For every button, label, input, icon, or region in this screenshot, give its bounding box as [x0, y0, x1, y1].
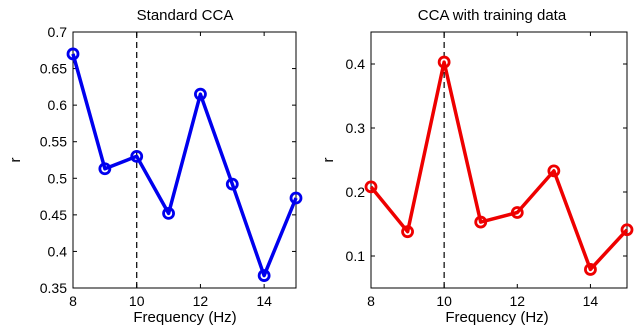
y-tick-label: 0.45: [40, 207, 67, 223]
y-axis-label: r: [7, 158, 24, 163]
y-tick-label: 0.4: [48, 243, 68, 259]
plot-area-frame: [72, 31, 297, 289]
data-point-marker: [225, 177, 239, 191]
data-point-marker: [130, 149, 144, 163]
data-point-marker: [194, 87, 207, 101]
x-tick-label: 14: [583, 293, 599, 309]
x-tick-label: 12: [193, 293, 209, 309]
data-point-marker: [510, 206, 524, 219]
y-axis-label: r: [320, 158, 337, 163]
data-point-marker: [437, 55, 451, 69]
y-tick-label: 0.55: [40, 134, 67, 150]
series-group: [66, 47, 303, 282]
data-point-marker: [162, 206, 175, 220]
data-point-marker: [474, 215, 488, 229]
x-axis-label: Frequency (Hz): [445, 309, 548, 326]
x-axis-label: Frequency (Hz): [133, 309, 236, 326]
y-tick-label: 0.5: [48, 170, 68, 186]
x-tick-label: 14: [256, 293, 272, 309]
y-tick-label: 0.3: [346, 120, 366, 136]
y-tick-label: 0.4: [346, 56, 366, 72]
x-ticks: 8 10 12 14: [367, 32, 598, 309]
data-point-marker: [257, 269, 271, 282]
data-point-marker: [584, 263, 597, 276]
y-tick-label: 0.35: [40, 280, 67, 296]
chart-title: CCA with training data: [418, 7, 567, 24]
data-point-marker: [547, 164, 561, 178]
plot-area-frame: [370, 31, 628, 289]
series-line: [369, 60, 629, 272]
y-ticks: 0.1 0.2 0.3 0.4: [346, 56, 627, 264]
x-tick-label: 10: [436, 293, 452, 309]
data-point-marker: [289, 191, 303, 205]
x-tick-label: 8: [69, 293, 77, 309]
y-tick-label: 0.7: [48, 24, 68, 40]
chart-cca-with-training-data: CCA with training data 8 10 12 14 0.1 0.2 0.3…: [320, 7, 634, 326]
x-ticks: 8 10 12 14: [69, 32, 272, 309]
y-tick-label: 0.2: [346, 184, 366, 200]
y-tick-label: 0.65: [40, 61, 67, 77]
x-tick-label: 10: [129, 293, 145, 309]
data-point-marker: [98, 162, 112, 176]
data-point-marker: [364, 180, 378, 194]
chart-title: Standard CCA: [137, 7, 234, 24]
chart-standard-cca: Standard CCA 8 10 12 14 0.350.40.450.50.550…: [7, 7, 303, 326]
y-ticks: 0.35 0.4 0.45 0.5 0.55 0.6 0.65 0.7: [40, 24, 296, 296]
y-tick-label: 0.6: [48, 97, 68, 113]
data-point-marker: [401, 225, 414, 239]
x-tick-label: 8: [367, 293, 375, 309]
y-tick-label: 0.1: [346, 248, 366, 264]
series-group: [364, 55, 634, 276]
x-tick-label: 12: [509, 293, 525, 309]
data-point-marker: [620, 223, 634, 237]
data-point-marker: [66, 47, 80, 61]
